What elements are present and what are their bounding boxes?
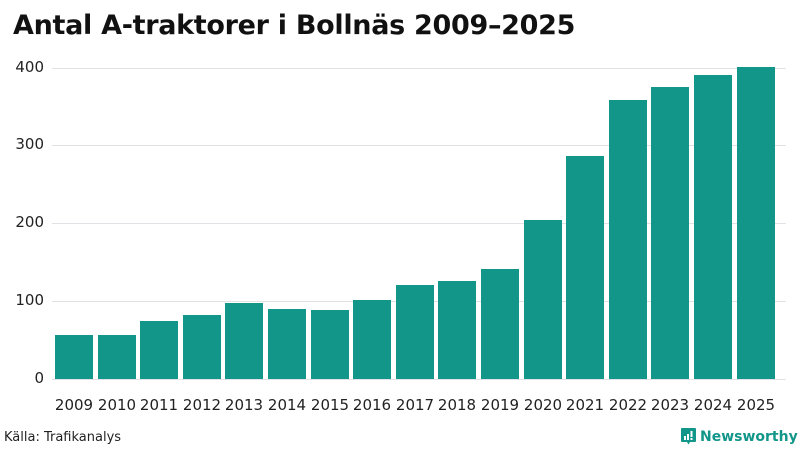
gridline xyxy=(52,145,786,146)
y-tick-label: 100 xyxy=(15,291,44,309)
x-tick-label: 2011 xyxy=(139,396,179,414)
x-tick-label: 2019 xyxy=(480,396,520,414)
y-tick-label: 400 xyxy=(15,58,44,76)
x-tick-label: 2022 xyxy=(608,396,648,414)
brand-logo-group: Newsworthy xyxy=(681,428,798,445)
bar-2011 xyxy=(140,321,178,379)
bar-2020 xyxy=(524,220,562,379)
bar-2024 xyxy=(694,75,732,379)
gridline xyxy=(52,223,786,224)
bar-2010 xyxy=(98,335,136,379)
bar-2009 xyxy=(55,335,93,379)
bar-2012 xyxy=(183,315,221,379)
x-tick-label: 2014 xyxy=(267,396,307,414)
bar-2023 xyxy=(651,87,689,379)
bar-2025 xyxy=(737,67,775,379)
source-note: Källa: Trafikanalys xyxy=(4,430,122,445)
chart-title: Antal A-traktorer i Bollnäs 2009–2025 xyxy=(13,10,576,41)
bar-2015 xyxy=(311,310,349,379)
bar-2022 xyxy=(609,100,647,379)
y-tick-label: 0 xyxy=(34,369,44,387)
bar-2016 xyxy=(353,300,391,379)
x-tick-label: 2018 xyxy=(437,396,477,414)
bar-2021 xyxy=(566,156,604,379)
x-tick-label: 2009 xyxy=(54,396,94,414)
x-tick-label: 2016 xyxy=(352,396,392,414)
x-tick-label: 2021 xyxy=(565,396,605,414)
newsworthy-logo-icon xyxy=(681,428,696,445)
x-tick-label: 2012 xyxy=(182,396,222,414)
x-tick-label: 2010 xyxy=(97,396,137,414)
x-tick-label: 2025 xyxy=(736,396,776,414)
x-tick-label: 2013 xyxy=(224,396,264,414)
y-tick-label: 200 xyxy=(15,213,44,231)
x-tick-label: 2017 xyxy=(395,396,435,414)
gridline xyxy=(52,68,786,69)
bar-2019 xyxy=(481,269,519,379)
x-tick-label: 2015 xyxy=(310,396,350,414)
bar-2013 xyxy=(225,303,263,379)
x-tick-label: 2020 xyxy=(523,396,563,414)
bar-2014 xyxy=(268,309,306,379)
x-tick-label: 2023 xyxy=(650,396,690,414)
gridline xyxy=(52,379,786,380)
y-tick-label: 300 xyxy=(15,135,44,153)
bar-2018 xyxy=(438,281,476,379)
bar-2017 xyxy=(396,285,434,379)
brand-name: Newsworthy xyxy=(700,428,798,445)
x-tick-label: 2024 xyxy=(693,396,733,414)
